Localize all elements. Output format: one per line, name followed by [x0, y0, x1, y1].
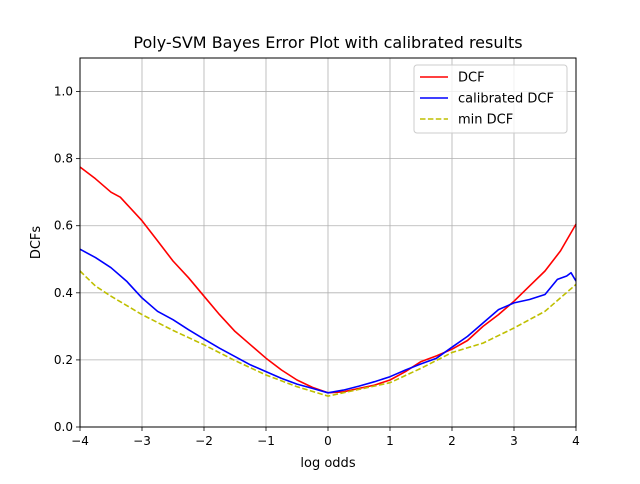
x-tick-label: 1	[386, 434, 394, 448]
axis-ticks: −4 −3 −2 −1 0 1 2 3 4 0.0 0.2 0.4 0.6 0.8 1.0	[54, 85, 580, 448]
series-line-2	[79, 270, 577, 397]
chart-title: Poly-SVM Bayes Error Plot with calibrate…	[133, 33, 522, 52]
y-tick-label: 0.8	[54, 152, 73, 166]
y-tick-label: 1.0	[54, 85, 73, 99]
x-tick-label: −4	[71, 434, 89, 448]
legend-label-1: calibrated DCF	[458, 92, 554, 107]
series-lines	[79, 166, 577, 397]
y-tick-label: 0.6	[54, 219, 73, 233]
legend: DCF calibrated DCF min DCF	[413, 64, 568, 134]
x-tick-label: −3	[133, 434, 151, 448]
x-tick-label: −2	[195, 434, 213, 448]
y-tick-label: 0.2	[54, 353, 73, 367]
legend-label-0: DCF	[458, 71, 485, 86]
legend-box	[413, 64, 568, 134]
x-tick-label: 4	[572, 434, 580, 448]
y-axis-label: DCFs	[29, 226, 44, 260]
x-tick-label: 2	[448, 434, 456, 448]
x-tick-label: 3	[510, 434, 518, 448]
legend-label-2: min DCF	[458, 113, 513, 128]
series-line-1	[79, 248, 577, 394]
x-tick-label: −1	[257, 434, 275, 448]
x-axis-label: log odds	[300, 456, 355, 471]
y-tick-label: 0.0	[54, 420, 73, 434]
x-tick-label: 0	[324, 434, 332, 448]
y-tick-label: 0.4	[54, 286, 73, 300]
